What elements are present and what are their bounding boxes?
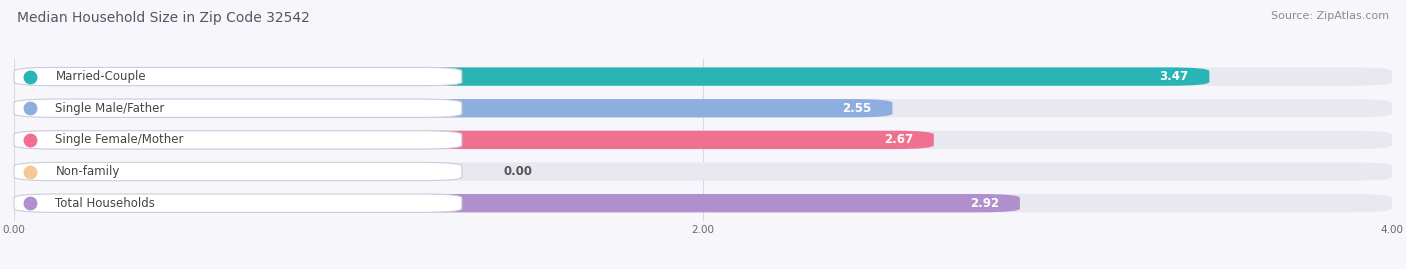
FancyBboxPatch shape [14,162,463,181]
FancyBboxPatch shape [14,131,934,149]
Text: 2.67: 2.67 [884,133,912,146]
Text: 3.47: 3.47 [1160,70,1188,83]
Text: Married-Couple: Married-Couple [55,70,146,83]
Text: 0.00: 0.00 [503,165,533,178]
FancyBboxPatch shape [14,194,1019,212]
Text: Single Male/Father: Single Male/Father [55,102,165,115]
Text: Non-family: Non-family [55,165,120,178]
FancyBboxPatch shape [14,99,893,117]
FancyBboxPatch shape [14,99,1392,117]
Text: Source: ZipAtlas.com: Source: ZipAtlas.com [1271,11,1389,21]
Text: Total Households: Total Households [55,197,155,210]
FancyBboxPatch shape [14,68,1209,86]
FancyBboxPatch shape [14,194,463,212]
Text: Median Household Size in Zip Code 32542: Median Household Size in Zip Code 32542 [17,11,309,25]
FancyBboxPatch shape [14,68,463,86]
FancyBboxPatch shape [14,68,1392,86]
FancyBboxPatch shape [14,162,1392,181]
FancyBboxPatch shape [14,131,1392,149]
Text: Single Female/Mother: Single Female/Mother [55,133,184,146]
FancyBboxPatch shape [14,194,1392,212]
Text: 2.92: 2.92 [970,197,1000,210]
FancyBboxPatch shape [14,131,463,149]
Text: 2.55: 2.55 [842,102,872,115]
FancyBboxPatch shape [14,99,463,117]
